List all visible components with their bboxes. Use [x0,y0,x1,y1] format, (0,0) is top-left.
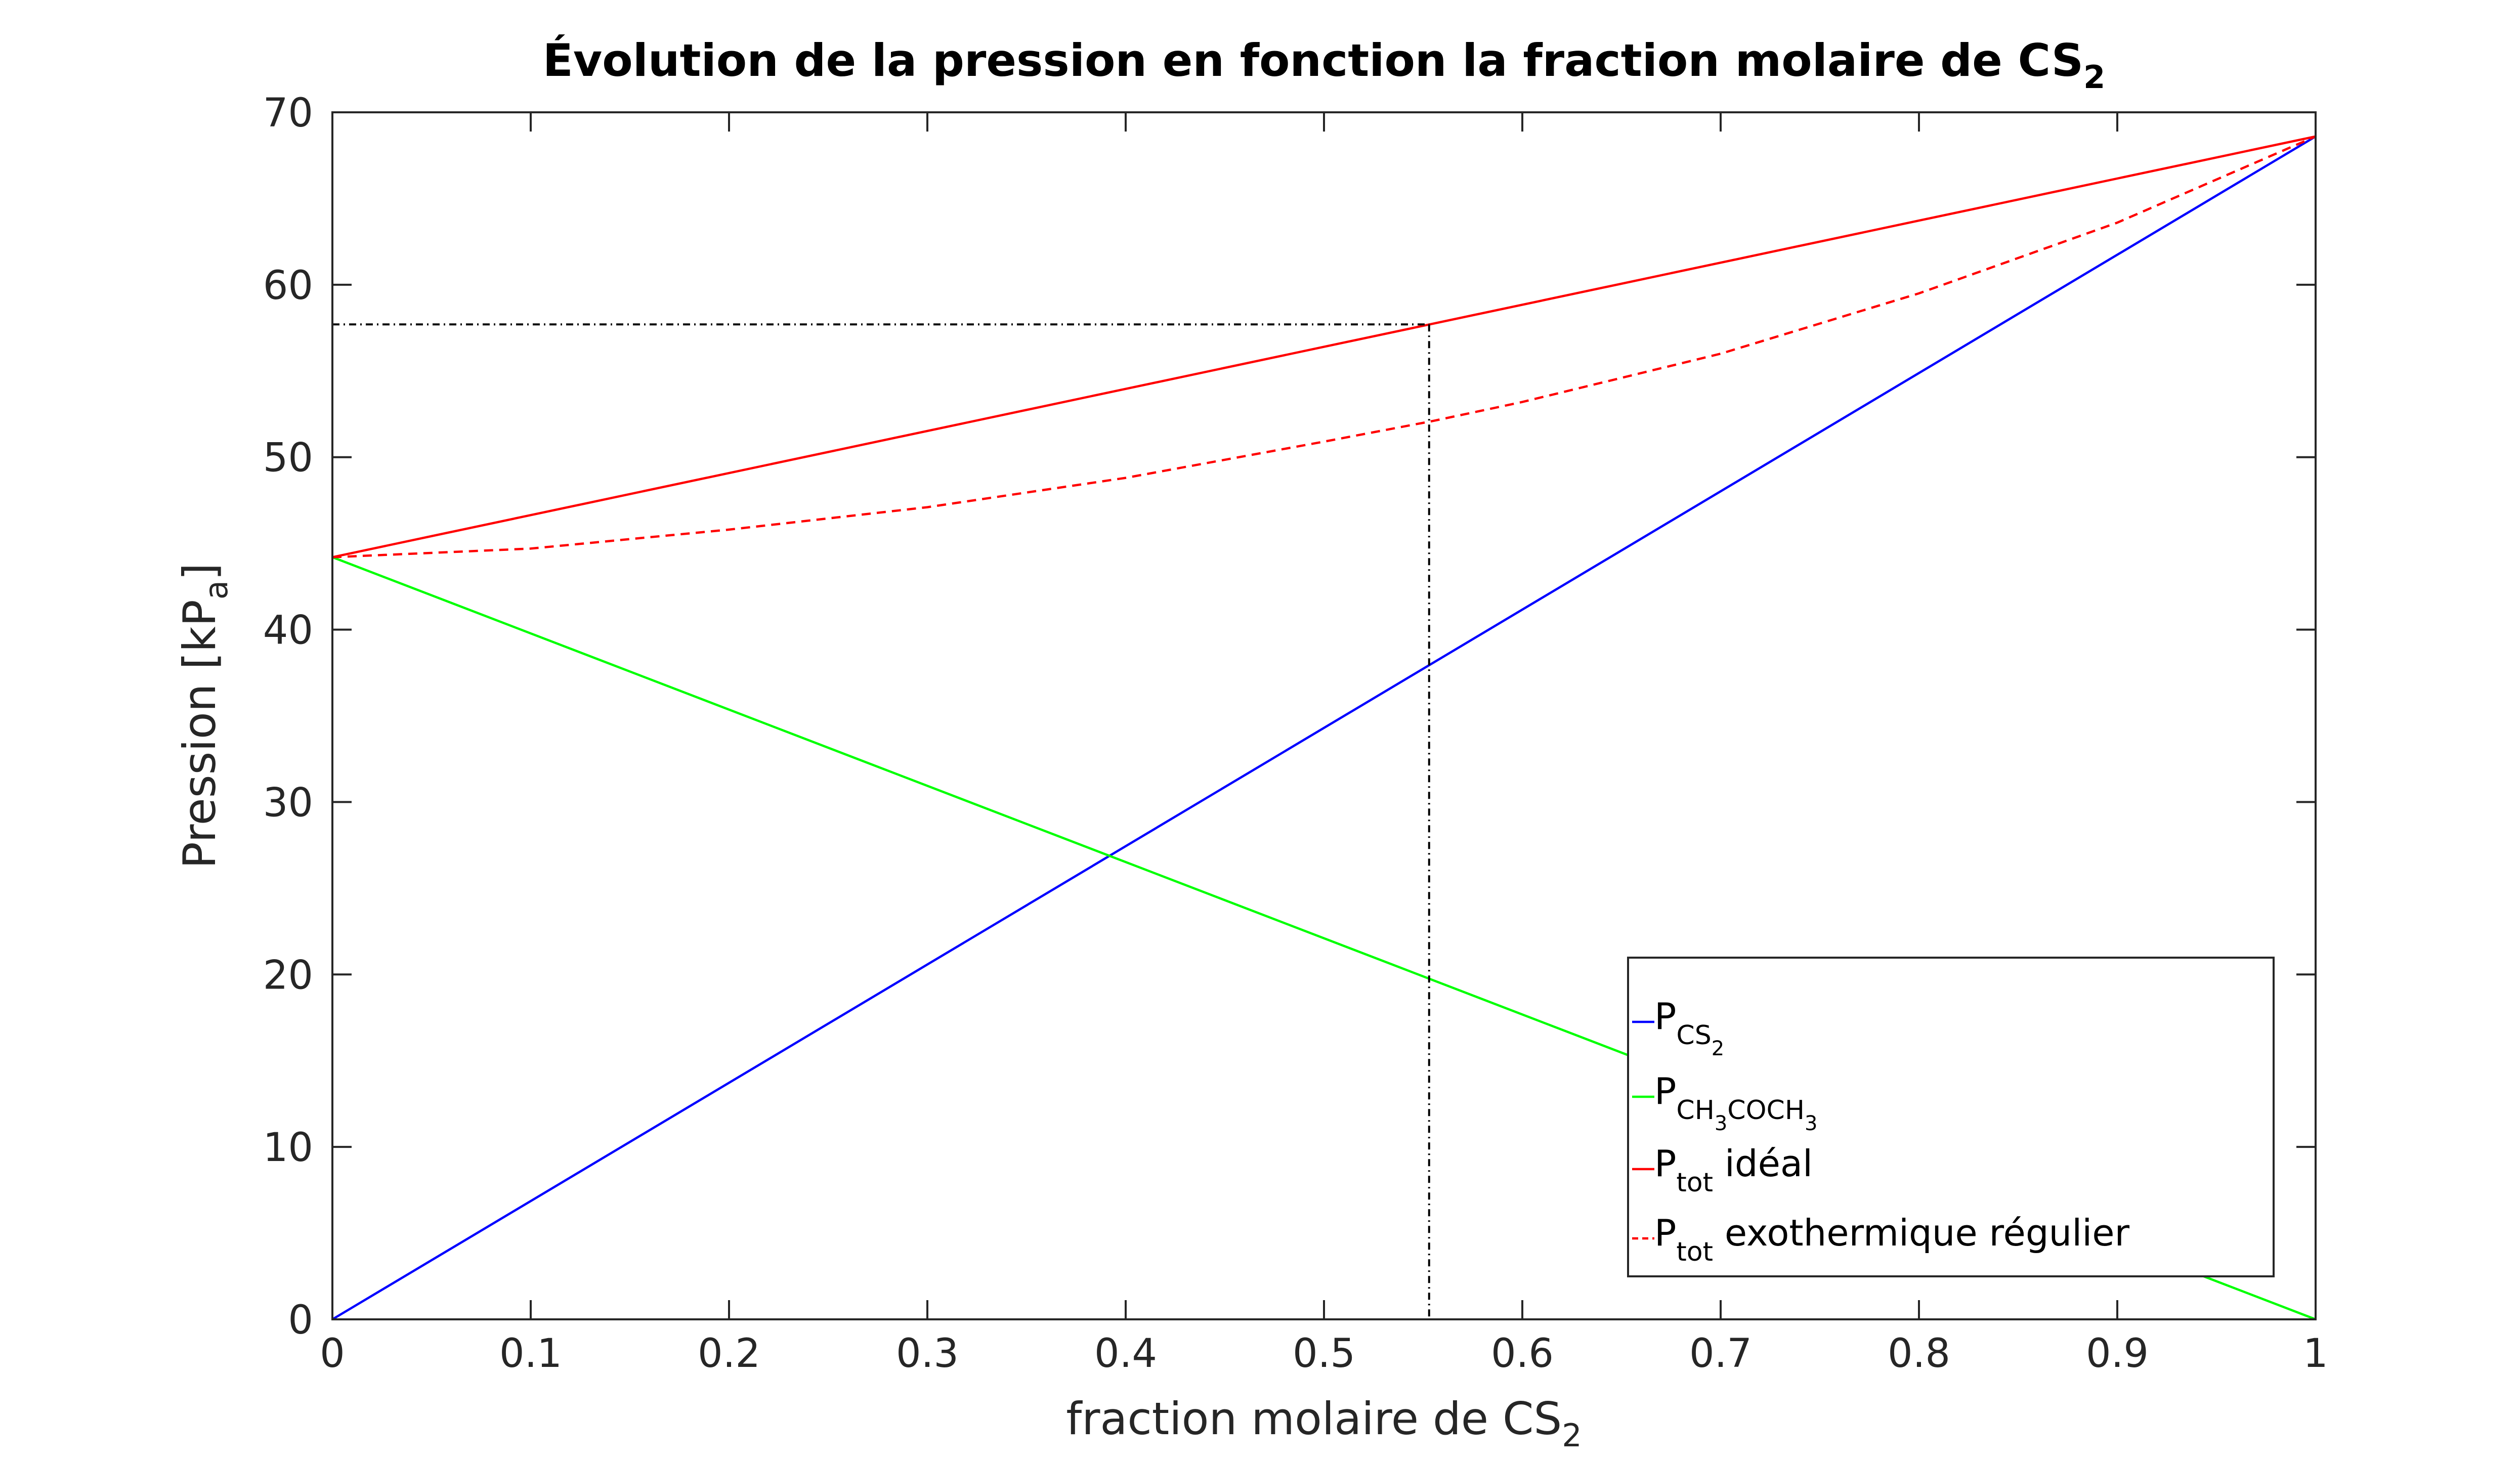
legend-label-2: PCH3COCH3 [1654,1070,1817,1135]
x-tick-label: 0.5 [1293,1331,1355,1377]
legend-box [1627,957,2275,1277]
x-tick-label: 0.1 [499,1331,562,1377]
y-tick-label: 40 [263,608,313,654]
x-tick-label: 0.6 [1491,1331,1554,1377]
series-line-4 [332,135,2316,558]
legend-label-3: Ptot idéal [1654,1142,1813,1198]
y-tick-label: 50 [263,436,313,481]
y-tick-label: 70 [263,91,313,136]
ticks-layer: 0 0.1 0.2 0.3 0.4 0.5 0.6 0.7 0.8 0.9 101020304050… [263,91,2328,1377]
x-tick-label: 0.4 [1094,1331,1157,1377]
y-tick-label: 30 [263,780,313,826]
x-tick-label: 0.8 [1888,1331,1950,1377]
y-tick-label: 0 [288,1298,313,1343]
y-axis-label-subscript: a [198,580,235,599]
series-line-1 [331,135,2317,1320]
x-axis-label-subscript: 2 [1562,1417,1582,1454]
y-axis-label-close: ] [174,563,226,580]
y-axis-label: Pression [kPa] [174,563,235,869]
x-tick-label: 0.9 [2086,1331,2149,1377]
y-tick-label: 60 [263,263,313,309]
series-line-3 [332,135,2316,558]
chart-title-main: Évolution de la pression en fonction la … [543,34,2083,87]
annotation-layer [332,323,1430,1319]
y-tick-label: 20 [263,953,313,998]
legend-items: PCS2 PCH3COCH3 Ptot idéal Ptot exothermique… [1632,995,2129,1267]
x-tick-label: 0.2 [698,1331,760,1377]
y-axis-label-main: Pression [kP [174,599,226,869]
x-axis-label: fraction molaire de CS2 [1066,1393,1582,1454]
legend: PCS2 PCH3COCH3 Ptot idéal Ptot exothermique… [1627,957,2275,1277]
legend-label-1: PCS2 [1654,995,1724,1060]
legend-label-4: Ptot exothermique régulier [1654,1212,2129,1267]
x-tick-label: 0.7 [1689,1331,1752,1377]
x-axis-label-main: fraction molaire de CS [1066,1393,1562,1445]
x-tick-label: 1 [2303,1331,2328,1377]
x-tick-label: 0 [320,1331,345,1377]
chart-title: Évolution de la pression en fonction la … [543,34,2105,96]
y-tick-label: 10 [263,1125,313,1171]
chart-title-subscript: 2 [2083,59,2105,96]
x-tick-label: 0.3 [896,1331,959,1377]
